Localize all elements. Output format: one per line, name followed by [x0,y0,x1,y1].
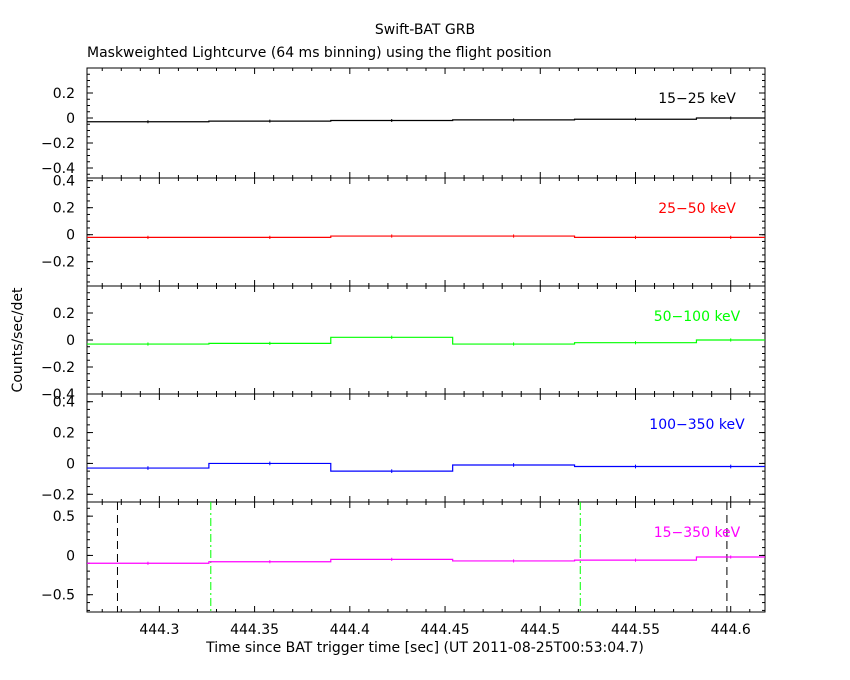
y-tick-label-3: 0.2 [53,426,75,442]
panel-frame-2 [86,285,766,395]
y-tick-label-1: 0 [66,228,75,244]
panel-energy-label-3: 100−350 keV [649,417,745,433]
x-tick-label: 444.5 [520,622,560,638]
y-tick-label-1: 0.4 [53,174,75,190]
panel-frame-4 [86,501,766,613]
lightcurve-series-2 [87,336,765,345]
chart-title: Swift-BAT GRB [374,22,476,38]
panel-frame-1 [86,177,766,287]
panel-frame-0 [86,67,766,179]
y-tick-label-4: −0.5 [41,588,75,604]
y-tick-label-1: 0.2 [53,201,75,217]
y-tick-label-0: 0 [66,111,75,127]
y-tick-label-2: −0.4 [41,387,75,403]
y-tick-label-2: 0 [66,333,75,349]
panel-energy-label-4: 15−350 keV [654,525,741,541]
x-tick-label: 444.35 [230,622,279,638]
x-tick-label: 444.55 [611,622,660,638]
y-tick-label-0: −0.2 [41,136,75,152]
x-tick-label: 444.4 [330,622,370,638]
panel-frame-3 [86,393,766,503]
x-tick-label: 444.6 [711,622,751,638]
x-tick-label: 444.3 [139,622,179,638]
y-tick-label-0: 0.2 [53,86,75,102]
lightcurve-series-0 [87,117,765,123]
lightcurve-series-3 [87,462,765,472]
panel-energy-label-1: 25−50 keV [658,201,736,217]
y-tick-label-1: −0.2 [41,255,75,271]
y-tick-label-3: 0.4 [53,395,75,411]
lightcurve-series-1 [87,235,765,238]
x-tick-label: 444.45 [421,622,470,638]
panel-energy-label-2: 50−100 keV [654,309,741,325]
y-tick-label-4: 0 [66,548,75,564]
y-tick-label-3: 0 [66,456,75,472]
y-tick-label-4: 0.5 [53,509,75,525]
y-tick-label-3: −0.2 [41,487,75,503]
y-tick-label-0: −0.4 [41,161,75,177]
x-axis-label: Time since BAT trigger time [sec] (UT 20… [206,640,644,656]
panel-energy-label-0: 15−25 keV [658,91,736,107]
y-tick-label-2: −0.2 [41,360,75,376]
lightcurve-series-4 [87,556,765,564]
chart-subtitle: Maskweighted Lightcurve (64 ms binning) … [87,45,552,61]
y-tick-label-2: 0.2 [53,306,75,322]
